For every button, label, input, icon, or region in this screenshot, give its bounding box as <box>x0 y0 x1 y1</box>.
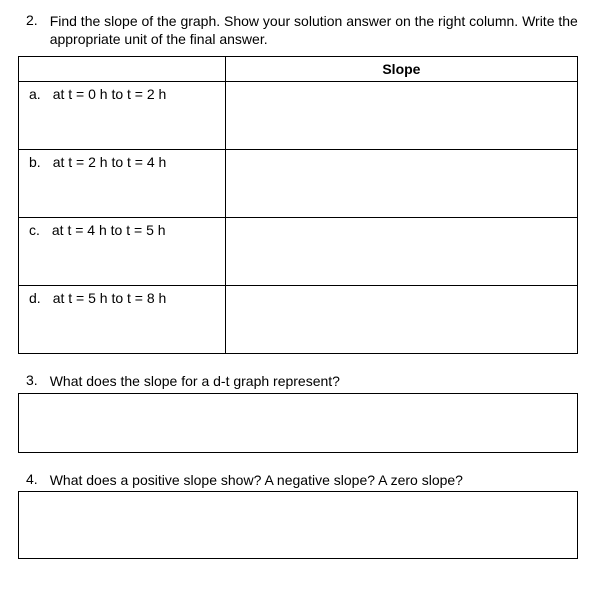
table-row: c. at t = 4 h to t = 5 h <box>19 218 578 286</box>
header-right: Slope <box>225 57 577 82</box>
q2-number: 2. <box>26 12 38 28</box>
row-c-answer-cell[interactable] <box>225 218 577 286</box>
q3-header: 3. What does the slope for a d-t graph r… <box>18 372 578 390</box>
row-a-answer-cell[interactable] <box>225 82 577 150</box>
table-row: d. at t = 5 h to t = 8 h <box>19 286 578 354</box>
row-letter: a. <box>29 86 41 102</box>
row-label-text: at t = 4 h to t = 5 h <box>52 222 166 238</box>
q3-text: What does the slope for a d-t graph repr… <box>50 372 340 390</box>
row-letter: d. <box>29 290 41 306</box>
row-a-label-cell: a. at t = 0 h to t = 2 h <box>19 82 226 150</box>
table-header-row: Slope <box>19 57 578 82</box>
table-row: b. at t = 2 h to t = 4 h <box>19 150 578 218</box>
q3-answer-box[interactable] <box>18 393 578 453</box>
header-left <box>19 57 226 82</box>
row-c-label-cell: c. at t = 4 h to t = 5 h <box>19 218 226 286</box>
row-b-answer-cell[interactable] <box>225 150 577 218</box>
q4-text: What does a positive slope show? A negat… <box>50 471 463 489</box>
row-d-label-cell: d. at t = 5 h to t = 8 h <box>19 286 226 354</box>
row-label-text: at t = 5 h to t = 8 h <box>53 290 167 306</box>
q4-number: 4. <box>26 471 38 487</box>
slope-table: Slope a. at t = 0 h to t = 2 h b. at t =… <box>18 56 578 354</box>
q4-answer-box[interactable] <box>18 491 578 559</box>
q2-text: Find the slope of the graph. Show your s… <box>50 12 578 48</box>
table-row: a. at t = 0 h to t = 2 h <box>19 82 578 150</box>
row-letter: b. <box>29 154 41 170</box>
row-label-text: at t = 0 h to t = 2 h <box>53 86 167 102</box>
row-letter: c. <box>29 222 40 238</box>
worksheet-page: 2. Find the slope of the graph. Show you… <box>0 0 596 571</box>
row-d-answer-cell[interactable] <box>225 286 577 354</box>
q2-header: 2. Find the slope of the graph. Show you… <box>18 12 578 48</box>
row-b-label-cell: b. at t = 2 h to t = 4 h <box>19 150 226 218</box>
q4-header: 4. What does a positive slope show? A ne… <box>18 471 578 489</box>
row-label-text: at t = 2 h to t = 4 h <box>53 154 167 170</box>
q3-number: 3. <box>26 372 38 388</box>
